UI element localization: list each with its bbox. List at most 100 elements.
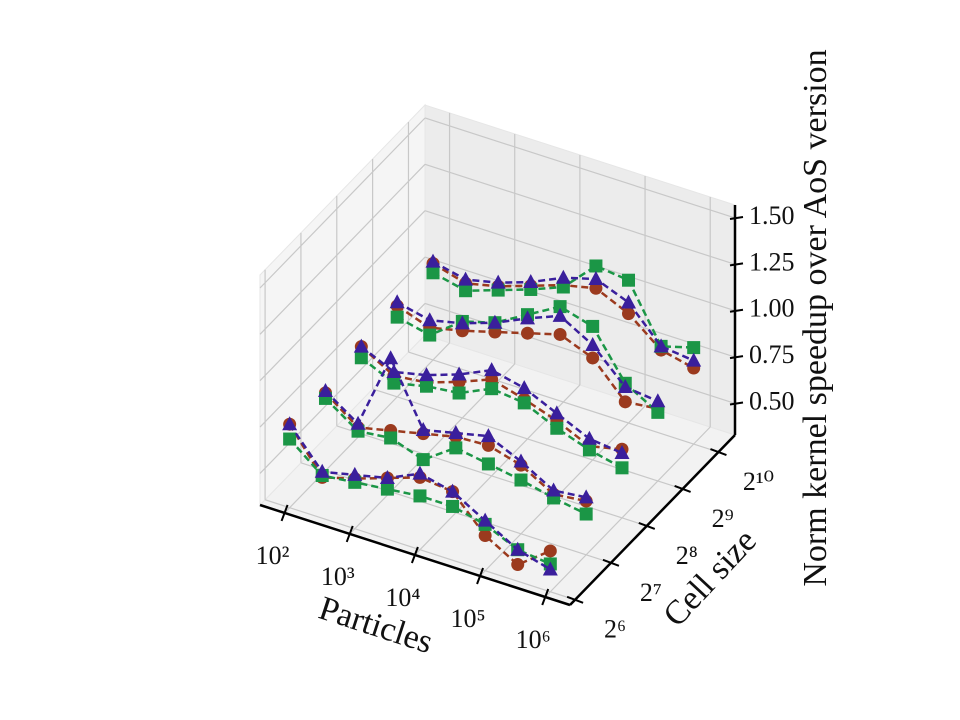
series-line (360, 356, 623, 469)
point (552, 307, 568, 322)
point (579, 507, 593, 521)
series-line (324, 397, 587, 516)
point (581, 430, 597, 445)
point (588, 270, 604, 285)
tick-mark (476, 567, 484, 585)
point (416, 453, 430, 467)
point (481, 457, 495, 471)
tick-mark (729, 401, 744, 406)
point (514, 473, 528, 487)
tick-mark (638, 521, 656, 530)
tick-mark (541, 588, 550, 606)
grid-line (544, 426, 711, 598)
tick-label: 0.50 (749, 386, 795, 415)
point (542, 561, 558, 576)
z-axis-label: Norm kernel speedup over AoS version (797, 49, 834, 586)
point (353, 338, 369, 353)
tick-label: 10⁵ (451, 604, 486, 633)
point (387, 376, 401, 390)
plot-area (282, 253, 702, 576)
tick-label: 1.00 (749, 294, 795, 323)
point (550, 421, 564, 435)
point (389, 294, 405, 309)
point (517, 396, 531, 410)
y-axis-label: Cell size (656, 522, 764, 634)
point (553, 327, 567, 341)
point (622, 273, 636, 287)
point (481, 438, 495, 452)
point (553, 300, 567, 314)
point (651, 405, 665, 419)
point (379, 469, 395, 484)
point (589, 259, 603, 273)
grid-line (259, 163, 426, 335)
point (485, 382, 499, 396)
grid-line (259, 256, 426, 428)
tick-mark (729, 262, 744, 267)
grid-line (264, 499, 576, 601)
point (425, 253, 441, 268)
point (449, 441, 463, 455)
tick-label: 1.25 (749, 247, 795, 276)
point (586, 319, 600, 333)
tick-label: 1.50 (749, 201, 795, 230)
point (546, 482, 562, 497)
point (478, 528, 492, 542)
point (426, 266, 440, 280)
point (556, 280, 570, 294)
point (490, 274, 506, 289)
point (354, 351, 368, 365)
tick-label: 2⁸ (676, 541, 698, 570)
grid-line (424, 256, 736, 358)
point (347, 466, 363, 481)
point (589, 281, 603, 295)
point (448, 425, 464, 440)
tick-label: 10⁴ (385, 583, 420, 612)
point (516, 380, 532, 395)
point (615, 461, 629, 475)
point (582, 443, 596, 457)
point (617, 378, 633, 393)
tick-label: 10⁶ (516, 625, 551, 654)
point (477, 512, 493, 527)
point (446, 499, 460, 513)
axes: 10² 10³ 10⁴ 10⁵ 10⁶ 2⁶ 2⁷ 2⁸ 2⁹ 2¹⁰ 0.50 0.75 1.00 1.… (256, 201, 795, 654)
grid-line (479, 405, 646, 577)
point (555, 269, 571, 284)
point (445, 483, 461, 498)
point (454, 315, 470, 330)
tick-label: 2⁷ (640, 578, 662, 607)
point (585, 336, 601, 351)
tick-mark (566, 595, 584, 604)
tick-mark (729, 308, 744, 313)
series-line (360, 345, 623, 455)
grid-line (259, 117, 426, 289)
point (510, 541, 526, 556)
point (314, 463, 330, 478)
point (415, 421, 431, 436)
point (383, 350, 399, 365)
tick-label: 2⁹ (712, 504, 734, 533)
grid-line (424, 163, 736, 265)
point (350, 415, 366, 430)
tick-mark (729, 355, 744, 360)
point (384, 431, 398, 445)
tick-label: 10³ (321, 562, 355, 591)
point (282, 416, 298, 431)
point (413, 489, 427, 503)
tick-mark (710, 448, 727, 456)
point (653, 338, 669, 353)
point (484, 362, 500, 377)
grid-line (424, 210, 736, 312)
point (422, 312, 438, 327)
tick-label: 10² (256, 541, 290, 570)
point (622, 307, 636, 321)
grid-line (372, 388, 683, 490)
point (523, 274, 539, 289)
point (687, 341, 701, 355)
tick-mark (674, 485, 691, 493)
point (520, 310, 536, 325)
point (614, 444, 630, 459)
point (418, 367, 434, 382)
